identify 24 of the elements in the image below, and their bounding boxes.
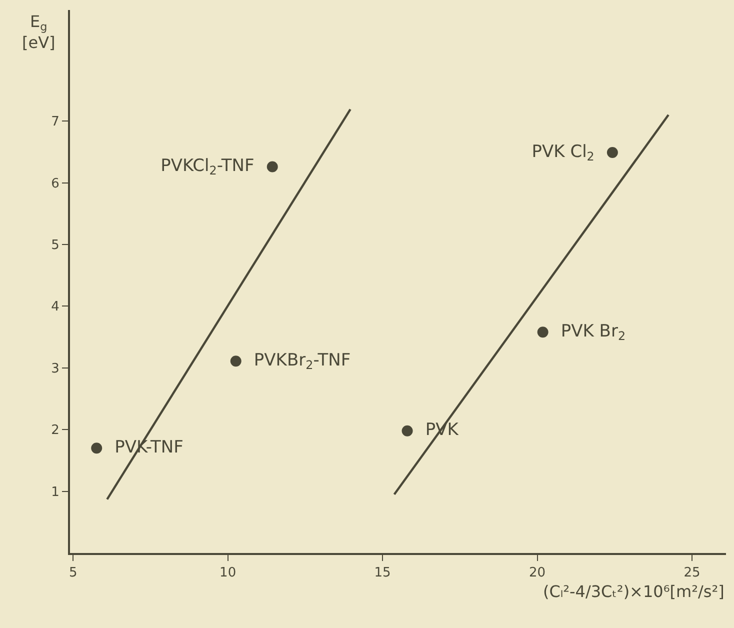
point xyxy=(266,161,278,172)
x-tick-label: 15 xyxy=(374,566,391,581)
y-tick-label: 1 xyxy=(51,484,60,500)
point xyxy=(606,147,618,158)
y-tick-label: 6 xyxy=(51,176,60,192)
point xyxy=(230,356,242,367)
series-label: PVKCl$_{2}$-TNF xyxy=(160,156,266,178)
point xyxy=(91,442,102,454)
y-tick-label: 4 xyxy=(51,300,60,315)
y-tick-label: 5 xyxy=(51,238,60,254)
y-axis-title: E$_{g}$ [eV] xyxy=(22,12,56,52)
x-tick-label: 25 xyxy=(684,566,700,581)
y-tick-label: 2 xyxy=(51,423,60,438)
point xyxy=(537,326,548,338)
y-tick-label: 3 xyxy=(51,361,60,376)
y-tick-label: 7 xyxy=(51,114,60,130)
series-label: PVK Br$_{2}$ xyxy=(550,321,626,343)
x-axis-title: (Cₗ²-4/3Cₜ²)×10⁶[m²/s²] xyxy=(543,582,724,601)
series-label: PVKBr$_{2}$-TNF xyxy=(243,350,351,372)
x-tick-label: 5 xyxy=(68,566,78,581)
series-label: PVK Cl$_{2}$ xyxy=(532,142,606,164)
x-tick-label: 10 xyxy=(220,566,236,581)
point xyxy=(402,425,413,436)
x-tick-label: 20 xyxy=(528,566,546,581)
